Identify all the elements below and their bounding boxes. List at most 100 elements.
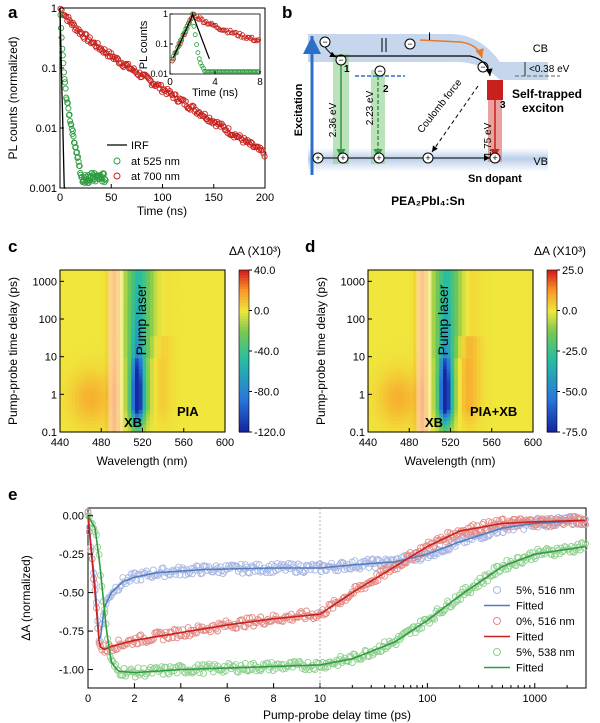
heatmap-cell (521, 358, 527, 363)
heatmap-cell (461, 328, 467, 334)
heatmap-cell (413, 277, 418, 282)
heatmap-cell (93, 321, 99, 326)
heatmap-cell (82, 317, 87, 323)
heatmap-cell (153, 321, 159, 326)
heatmap-cell (213, 273, 219, 278)
heatmap-cell (195, 328, 200, 334)
heatmap-cell (183, 288, 189, 293)
heatmap-cell (123, 299, 129, 304)
heatmap-cell (510, 292, 515, 297)
heatmap-cell (86, 369, 91, 374)
heatmap-cell (131, 310, 136, 315)
ste-trap (487, 80, 503, 100)
heatmap-cell (217, 314, 222, 319)
heatmap-cell (120, 325, 125, 330)
heatmap-cell (469, 424, 474, 429)
heatmap-cell (424, 321, 429, 326)
heatmap-cell (60, 384, 65, 389)
heatmap-cell (127, 317, 132, 323)
colorbar-cell (239, 321, 249, 325)
heatmap-cell (529, 424, 534, 429)
heatmap-cell (176, 380, 181, 385)
heatmap-cell (401, 365, 407, 371)
heatmap-cell (390, 365, 395, 371)
heatmap-cell (180, 306, 185, 312)
heatmap-cell (476, 314, 482, 319)
heatmap-cell (386, 343, 392, 348)
d-xb-label: XB (425, 415, 443, 430)
heatmap-cell (176, 336, 181, 341)
heatmap-cell (465, 336, 470, 341)
heatmap-cell (401, 317, 407, 323)
heatmap-cell (105, 314, 110, 319)
heatmap-cell (60, 402, 65, 407)
heatmap-cell (431, 406, 437, 411)
heatmap-cell (405, 292, 410, 297)
heatmap-cell (458, 354, 463, 359)
heatmap-cell (217, 273, 222, 278)
heatmap-cell (431, 328, 437, 334)
heatmap-cell (221, 332, 226, 337)
heatmap-cell (394, 387, 399, 393)
a-irf-line (59, 7, 66, 189)
heatmap-cell (150, 339, 155, 345)
colorbar-cell (239, 399, 249, 403)
heatmap-cell (191, 299, 196, 304)
heatmap-cell (473, 325, 478, 330)
colorbar-cell (547, 388, 557, 393)
heatmap-cell (67, 332, 72, 337)
heatmap-cell (401, 328, 407, 334)
heatmap-cell (157, 347, 162, 352)
heatmap-cell (183, 336, 189, 341)
heatmap-cell (518, 321, 523, 326)
heatmap-cell (431, 409, 437, 415)
heatmap-cell (180, 295, 185, 301)
heatmap-cell (476, 325, 482, 330)
heatmap-cell (213, 398, 219, 404)
heatmap-cell (172, 369, 177, 374)
heatmap-cell (146, 384, 151, 389)
heatmap-cell (450, 424, 455, 429)
heatmap-cell (465, 277, 470, 282)
heatmap-cell (90, 365, 95, 371)
heatmap-cell (116, 325, 121, 330)
heatmap-cell (217, 321, 222, 326)
heatmap-cell (108, 310, 114, 315)
heatmap-cell (90, 428, 95, 433)
heatmap-cell (127, 398, 132, 404)
heatmap-cell (394, 314, 399, 319)
heatmap-cell (67, 288, 72, 293)
heatmap-cell (86, 270, 91, 275)
colorbar-cell (239, 418, 249, 422)
c-xlabel: Wavelength (nm) (97, 454, 188, 468)
heatmap-cell (503, 295, 508, 301)
heatmap-cell (123, 424, 129, 429)
heatmap-cell (206, 402, 211, 407)
heatmap-cell (443, 387, 448, 393)
heatmap-cell (90, 332, 95, 337)
colorbar-cell (239, 423, 249, 428)
heat-ytick-label: 1 (51, 389, 57, 401)
heatmap-cell (368, 332, 373, 337)
heatmap-cell (435, 281, 440, 286)
heatmap-cell (202, 336, 207, 341)
heatmap-cell (116, 398, 121, 404)
heatmap-cell (488, 380, 493, 385)
heatmap-cell (413, 299, 418, 304)
heatmap-cell (484, 273, 489, 278)
heatmap-cell (368, 373, 373, 378)
heatmap-cell (420, 413, 425, 418)
electron-2 (335, 54, 347, 66)
heatmap-cell (206, 310, 211, 315)
heatmap-cell (420, 358, 425, 363)
heatmap-cell (157, 336, 162, 341)
hole-2-sign: + (340, 153, 345, 163)
heatmap-cell (123, 332, 129, 337)
heatmap-cell (213, 303, 219, 308)
heatmap-cell (153, 428, 159, 433)
heatmap-cell (454, 409, 459, 415)
heatmap-cell (461, 343, 467, 348)
heatmap-cell (217, 303, 222, 308)
heatmap-cell (521, 351, 527, 356)
heatmap-cell (60, 365, 65, 371)
